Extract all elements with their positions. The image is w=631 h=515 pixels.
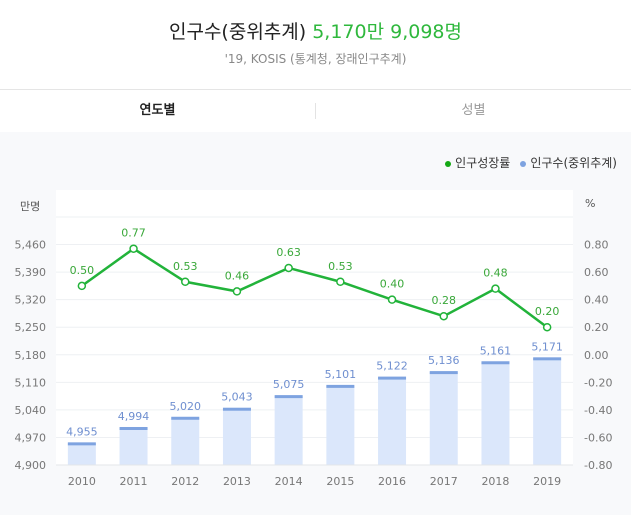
bar-value-label: 5,101 (325, 368, 357, 381)
x-tick-label: 2018 (481, 475, 509, 488)
bar-top (429, 371, 458, 375)
left-tick-label: 5,110 (15, 376, 47, 389)
bar (119, 427, 148, 465)
line-value-label: 0.77 (121, 227, 146, 240)
line-value-label: 0.46 (225, 269, 250, 282)
line-value-label: 0.63 (276, 246, 301, 259)
legend-dot-blue (520, 160, 527, 167)
x-tick-label: 2017 (430, 475, 458, 488)
bar-top (171, 416, 200, 420)
x-tick-label: 2019 (533, 475, 561, 488)
bar-value-label: 5,161 (480, 344, 512, 357)
x-tick-label: 2016 (378, 475, 406, 488)
left-tick-label: 5,250 (15, 321, 47, 334)
source-text: '19, KOSIS (통계청, 장래인구추계) (224, 52, 407, 66)
tab-divider (315, 103, 316, 119)
population-value: 5,170만 9,098명 (312, 21, 463, 43)
bar-top (119, 426, 148, 430)
line-value-label: 0.53 (173, 260, 198, 273)
right-axis-label: % (585, 197, 595, 210)
tab-by-year[interactable]: 연도별 (139, 103, 176, 118)
right-tick-label: -0.40 (584, 404, 612, 417)
line-value-label: 0.28 (432, 294, 457, 307)
bar (326, 385, 355, 465)
left-tick-label: 4,900 (15, 459, 47, 472)
bar (481, 362, 510, 465)
bar-value-label: 5,171 (531, 340, 563, 353)
bar-top (67, 442, 96, 446)
bar-top (222, 407, 251, 411)
left-tick-label: 5,180 (15, 349, 47, 362)
right-tick-label: 0.40 (584, 294, 609, 307)
growth-rate-line (81, 247, 548, 329)
title-label: 인구수(중위추계) (168, 21, 307, 43)
right-tick-label: -0.60 (584, 431, 612, 444)
tab-by-sex[interactable]: 성별 (461, 103, 486, 118)
bar-top (326, 384, 355, 388)
line-point (542, 322, 552, 332)
right-tick-label: -0.20 (584, 376, 612, 389)
bar (378, 377, 407, 465)
bar (171, 417, 200, 465)
x-tick-label: 2013 (223, 475, 251, 488)
page-title: 인구수(중위추계) 5,170만 9,098명 (0, 17, 631, 44)
bar-value-label: 5,122 (376, 360, 408, 373)
x-tick-label: 2011 (120, 475, 148, 488)
left-tick-label: 5,390 (15, 266, 47, 279)
bar-value-label: 4,955 (66, 425, 98, 438)
line-point (439, 311, 448, 321)
bar (274, 396, 303, 465)
bar (533, 358, 562, 465)
line-point (387, 295, 397, 304)
line-value-label: 0.48 (483, 267, 508, 280)
legend-dot-green (445, 160, 452, 167)
line-point (181, 277, 190, 287)
x-tick-label: 2014 (275, 475, 303, 488)
bar-value-label: 5,075 (273, 378, 305, 391)
bar (429, 372, 458, 465)
bar-top (274, 395, 303, 399)
right-tick-label: 0.60 (584, 266, 609, 279)
bar-value-label: 5,136 (428, 354, 460, 367)
left-tick-label: 4,970 (15, 431, 47, 444)
legend-item-population[interactable]: 인구수(중위추계) (520, 154, 617, 171)
legend-item-growth-rate[interactable]: 인구성장률 (445, 154, 510, 171)
bar-value-label: 5,043 (221, 391, 253, 404)
bar-top (481, 361, 510, 365)
line-point (491, 284, 500, 293)
bar (222, 408, 251, 465)
chart-legend: 인구성장률 인구수(중위추계) (445, 154, 617, 171)
left-tick-label: 5,320 (15, 294, 47, 307)
line-point (336, 277, 345, 287)
x-tick-label: 2015 (326, 475, 354, 488)
right-tick-label: 0.20 (584, 321, 609, 334)
x-tick-label: 2012 (171, 475, 199, 488)
line-value-label: 0.53 (328, 260, 353, 273)
line-point (129, 244, 138, 253)
bar (67, 443, 96, 465)
bar-top (378, 376, 407, 380)
bar-top (533, 357, 562, 361)
line-point (284, 263, 293, 273)
right-tick-label: -0.80 (584, 459, 612, 472)
bar-value-label: 5,020 (170, 400, 202, 413)
left-tick-label: 5,460 (15, 239, 47, 252)
bar-value-label: 4,994 (118, 410, 150, 423)
left-tick-label: 5,040 (15, 404, 47, 417)
right-tick-label: 0.00 (584, 349, 609, 362)
legend-label: 인구성장률 (455, 156, 511, 170)
line-value-label: 0.50 (70, 264, 95, 277)
left-axis-label: 만명 (20, 200, 40, 213)
line-point (232, 287, 242, 296)
line-point (77, 281, 87, 291)
line-value-label: 0.40 (380, 278, 405, 291)
line-value-label: 0.20 (535, 305, 560, 318)
x-tick-label: 2010 (68, 475, 96, 488)
legend-label: 인구수(중위추계) (530, 156, 617, 170)
right-tick-label: 0.80 (584, 239, 609, 252)
